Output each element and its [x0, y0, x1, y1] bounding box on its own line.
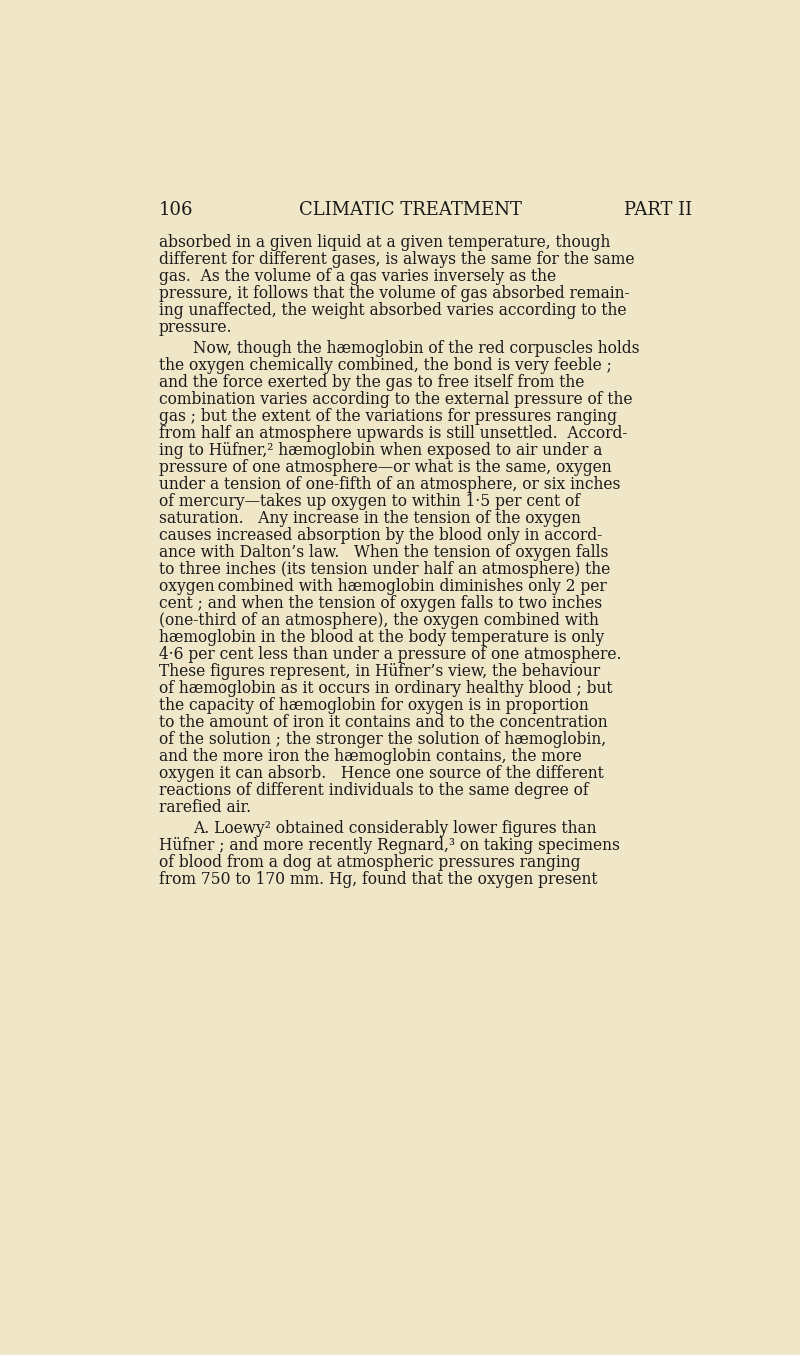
Text: from half an atmosphere upwards is still unsettled.  Accord-: from half an atmosphere upwards is still… — [159, 425, 627, 442]
Text: 4·6 per cent less than under a pressure of one atmosphere.: 4·6 per cent less than under a pressure … — [159, 646, 622, 663]
Text: to the amount of iron it contains and to the concentration: to the amount of iron it contains and to… — [159, 714, 607, 730]
Text: 106: 106 — [159, 201, 194, 220]
Text: of mercury—takes up oxygen to within 1·5 per cent of: of mercury—takes up oxygen to within 1·5… — [159, 493, 580, 509]
Text: cent ; and when the tension of oxygen falls to two inches: cent ; and when the tension of oxygen fa… — [159, 595, 602, 612]
Text: ing unaffected, the weight absorbed varies according to the: ing unaffected, the weight absorbed vari… — [159, 302, 626, 318]
Text: saturation.   Any increase in the tension of the oxygen: saturation. Any increase in the tension … — [159, 509, 581, 527]
Text: Hüfner ; and more recently Regnard,³ on taking specimens: Hüfner ; and more recently Regnard,³ on … — [159, 837, 620, 854]
Text: (one-third of an atmosphere), the oxygen combined with: (one-third of an atmosphere), the oxygen… — [159, 612, 598, 629]
Text: Now, though the hæmoglobin of the red corpuscles holds: Now, though the hæmoglobin of the red co… — [193, 340, 639, 356]
Text: and the force exerted by the gas to free itself from the: and the force exerted by the gas to free… — [159, 374, 584, 390]
Text: of blood from a dog at atmospheric pressures ranging: of blood from a dog at atmospheric press… — [159, 854, 581, 871]
Text: CLIMATIC TREATMENT: CLIMATIC TREATMENT — [298, 201, 522, 220]
Text: pressure, it follows that the volume of gas absorbed remain-: pressure, it follows that the volume of … — [159, 285, 630, 302]
Text: combination varies according to the external pressure of the: combination varies according to the exte… — [159, 390, 632, 408]
Text: gas ; but the extent of the variations for pressures ranging: gas ; but the extent of the variations f… — [159, 408, 617, 424]
Text: of the solution ; the stronger the solution of hæmoglobin,: of the solution ; the stronger the solut… — [159, 730, 606, 748]
Text: ance with Dalton’s law.   When the tension of oxygen falls: ance with Dalton’s law. When the tension… — [159, 543, 608, 561]
Text: different for different gases, is always the same for the same: different for different gases, is always… — [159, 251, 634, 267]
Text: These figures represent, in Hüfner’s view, the behaviour: These figures represent, in Hüfner’s vie… — [159, 663, 600, 680]
Text: to three inches (its tension under half an atmosphere) the: to three inches (its tension under half … — [159, 561, 610, 577]
Text: rarefied air.: rarefied air. — [159, 799, 251, 816]
Text: from 750 to 170 mm. Hg, found that the oxygen present: from 750 to 170 mm. Hg, found that the o… — [159, 871, 598, 888]
Text: reactions of different individuals to the same degree of: reactions of different individuals to th… — [159, 782, 589, 799]
Text: A. Loewy² obtained considerably lower figures than: A. Loewy² obtained considerably lower fi… — [193, 820, 597, 837]
Text: hæmoglobin in the blood at the body temperature is only: hæmoglobin in the blood at the body temp… — [159, 629, 604, 646]
Text: pressure of one atmosphere—or what is the same, oxygen: pressure of one atmosphere—or what is th… — [159, 459, 611, 476]
Text: ing to Hüfner,² hæmoglobin when exposed to air under a: ing to Hüfner,² hæmoglobin when exposed … — [159, 442, 602, 459]
Text: causes increased absorption by the blood only in accord-: causes increased absorption by the blood… — [159, 527, 602, 543]
Text: under a tension of one-fifth of an atmosphere, or six inches: under a tension of one-fifth of an atmos… — [159, 476, 620, 493]
Text: the capacity of hæmoglobin for oxygen is in proportion: the capacity of hæmoglobin for oxygen is… — [159, 696, 589, 714]
Text: oxygen combined with hæmoglobin diminishes only 2 per: oxygen combined with hæmoglobin diminish… — [159, 577, 606, 595]
Text: oxygen it can absorb.   Hence one source of the different: oxygen it can absorb. Hence one source o… — [159, 766, 604, 782]
Text: of hæmoglobin as it occurs in ordinary healthy blood ; but: of hæmoglobin as it occurs in ordinary h… — [159, 680, 613, 696]
Text: PART II: PART II — [624, 201, 692, 220]
Text: and the more iron the hæmoglobin contains, the more: and the more iron the hæmoglobin contain… — [159, 748, 582, 766]
Text: pressure.: pressure. — [159, 318, 233, 336]
Text: gas.  As the volume of a gas varies inversely as the: gas. As the volume of a gas varies inver… — [159, 267, 556, 285]
Text: absorbed in a given liquid at a given temperature, though: absorbed in a given liquid at a given te… — [159, 233, 610, 251]
Text: the oxygen chemically combined, the bond is very feeble ;: the oxygen chemically combined, the bond… — [159, 356, 612, 374]
